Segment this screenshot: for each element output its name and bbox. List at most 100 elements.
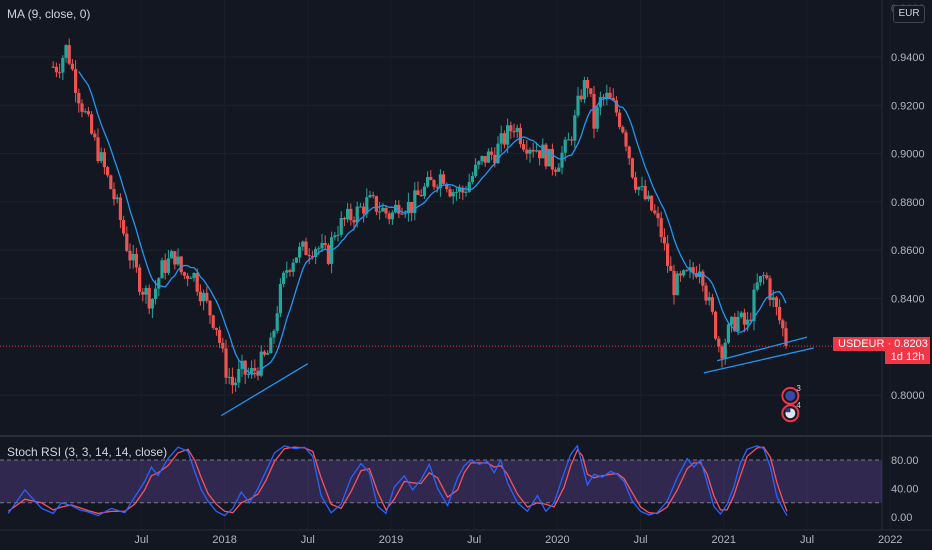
candle-body bbox=[429, 176, 433, 181]
candle-body bbox=[67, 45, 71, 64]
candle-body bbox=[118, 197, 123, 221]
candle-body bbox=[650, 195, 654, 211]
candle-body bbox=[547, 148, 551, 167]
candle-body bbox=[474, 164, 478, 176]
candle-body bbox=[346, 208, 350, 220]
candle-body bbox=[99, 152, 103, 162]
candle-body bbox=[595, 107, 599, 129]
candle-body bbox=[467, 182, 471, 192]
candle-body bbox=[211, 315, 215, 328]
candle-body bbox=[448, 189, 452, 197]
candle-body bbox=[486, 151, 491, 163]
candle-body bbox=[246, 373, 251, 375]
economic-event-marker[interactable]: 4 bbox=[781, 401, 801, 423]
time-tick-label: Jul bbox=[134, 534, 148, 546]
candle-body bbox=[189, 277, 193, 279]
candle-body bbox=[250, 367, 254, 374]
candle-body bbox=[86, 111, 91, 115]
candle-body bbox=[259, 351, 263, 376]
trendline bbox=[716, 336, 808, 362]
candle-body bbox=[563, 139, 567, 153]
candle-body bbox=[733, 316, 737, 332]
price-tick-label: 0.8600 bbox=[891, 245, 925, 257]
candle-body bbox=[688, 267, 692, 271]
candle-body bbox=[480, 155, 484, 162]
candle-body bbox=[406, 201, 411, 214]
rsi-tick-label: 40.00 bbox=[891, 484, 919, 496]
candle-body bbox=[218, 329, 222, 343]
candle-body bbox=[131, 253, 135, 261]
candle-body bbox=[662, 237, 667, 244]
candle-body bbox=[621, 126, 625, 133]
candle-body bbox=[742, 312, 747, 325]
candle-body bbox=[739, 312, 743, 317]
candle-body bbox=[534, 150, 539, 152]
candle-body bbox=[714, 311, 718, 339]
candle-body bbox=[323, 243, 327, 246]
candle-body bbox=[301, 241, 305, 247]
candle-body bbox=[410, 201, 414, 214]
candle-body bbox=[765, 275, 769, 279]
candle-body bbox=[579, 95, 583, 100]
economic-event-marker[interactable]: 3 bbox=[781, 384, 801, 405]
candle-body bbox=[150, 298, 155, 309]
price-tick-label: 0.8800 bbox=[891, 197, 925, 209]
candle-body bbox=[518, 127, 523, 145]
event-count-label: 3 bbox=[796, 384, 801, 393]
candle-body bbox=[704, 285, 708, 301]
candle-body bbox=[566, 139, 571, 141]
candle-body bbox=[96, 137, 100, 162]
rsi-tick-label: 0.00 bbox=[891, 512, 912, 524]
candle-body bbox=[554, 169, 558, 172]
candle-body bbox=[643, 185, 647, 200]
currency-badge[interactable]: EUR bbox=[893, 5, 925, 23]
candle-body bbox=[598, 96, 603, 108]
candle-body bbox=[266, 353, 270, 355]
candle-body bbox=[253, 367, 257, 371]
candle-body bbox=[275, 313, 279, 331]
candle-body bbox=[173, 251, 177, 265]
candle-body bbox=[115, 197, 119, 200]
stoch-rsi-label[interactable]: Stoch RSI (3, 3, 14, 14, close) bbox=[7, 445, 168, 459]
candle-body bbox=[278, 284, 283, 314]
candle-body bbox=[90, 114, 94, 134]
time-tick-label: Jul bbox=[467, 534, 481, 546]
candle-body bbox=[717, 338, 721, 347]
candle-body bbox=[678, 273, 683, 276]
candle-body bbox=[464, 191, 468, 193]
candle-body bbox=[570, 139, 574, 141]
candle-body bbox=[701, 271, 705, 286]
candle-body bbox=[358, 206, 363, 208]
rsi-tick-label: 80.00 bbox=[891, 455, 919, 467]
candle-body bbox=[666, 243, 670, 266]
time-tick-label: 2021 bbox=[712, 534, 736, 546]
candle-body bbox=[125, 233, 129, 251]
candle-body bbox=[163, 260, 167, 273]
candle-body bbox=[234, 382, 238, 386]
candle-body bbox=[205, 292, 209, 301]
candle-body bbox=[435, 186, 439, 188]
candle-body bbox=[736, 316, 740, 332]
candle-body bbox=[653, 210, 657, 214]
candle-body bbox=[176, 256, 180, 265]
candle-body bbox=[195, 273, 199, 292]
candle-body bbox=[573, 115, 577, 141]
time-tick-label: 2020 bbox=[545, 534, 569, 546]
candle-body bbox=[304, 241, 308, 256]
candle-body bbox=[310, 255, 315, 257]
ma-indicator-label[interactable]: MA (9, close, 0) bbox=[7, 7, 91, 21]
candle-body bbox=[550, 148, 555, 170]
candle-body bbox=[586, 80, 590, 89]
candle-body bbox=[342, 218, 347, 220]
candle-body bbox=[128, 250, 132, 261]
candle-body bbox=[51, 66, 55, 68]
candle-body bbox=[422, 186, 427, 197]
candle-body bbox=[314, 248, 318, 257]
candle-body bbox=[355, 206, 359, 223]
candle-body bbox=[634, 177, 638, 190]
candle-body bbox=[646, 195, 651, 200]
candle-body bbox=[758, 276, 763, 283]
candle-body bbox=[781, 320, 785, 329]
candle-body bbox=[336, 234, 340, 236]
